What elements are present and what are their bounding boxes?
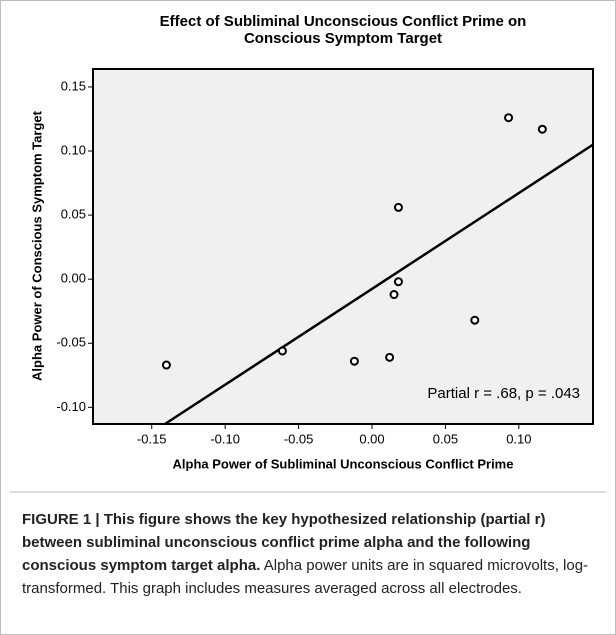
x-tick-label: 0.05 [433,431,458,446]
plot-border [92,68,594,425]
x-tick-label: 0.00 [359,431,384,446]
point [393,202,403,212]
chart: Effect of Subliminal Unconscious Conflic… [10,13,606,493]
caption: FIGURE 1 | This figure shows the key hyp… [22,508,602,600]
point [393,277,403,287]
point [277,346,287,356]
x-tick-label: 0.10 [506,431,531,446]
y-tick-label: 0.05 [61,207,86,222]
point [389,290,399,300]
x-axis-label: Alpha Power of Subliminal Unconscious Co… [173,456,514,471]
point [349,356,359,366]
y-tick-label: -0.10 [56,399,86,414]
point [537,124,547,134]
point [470,315,480,325]
x-tick-label: -0.15 [137,431,167,446]
fit-line [164,143,594,426]
x-tick-label: -0.05 [284,431,314,446]
caption-bold: FIGURE 1 | This figure shows the key hyp… [22,511,546,574]
annotation: Partial r = .68, p = .043 [427,385,580,402]
y-tick-label: 0.10 [61,142,86,157]
x-tick-label: -0.10 [210,431,240,446]
point [504,113,514,123]
plot-area [93,69,593,424]
y-axis-label: Alpha Power of Conscious Symptom Target [29,110,44,381]
y-tick-label: -0.05 [56,335,86,350]
caption-text: Alpha power units are in squared microvo… [22,557,589,597]
point [385,352,395,362]
y-tick-label: 0.00 [61,271,86,286]
chart-title: Effect of Subliminal Unconscious Conflic… [160,13,527,47]
point [161,360,171,370]
y-tick-label: 0.15 [61,78,86,93]
